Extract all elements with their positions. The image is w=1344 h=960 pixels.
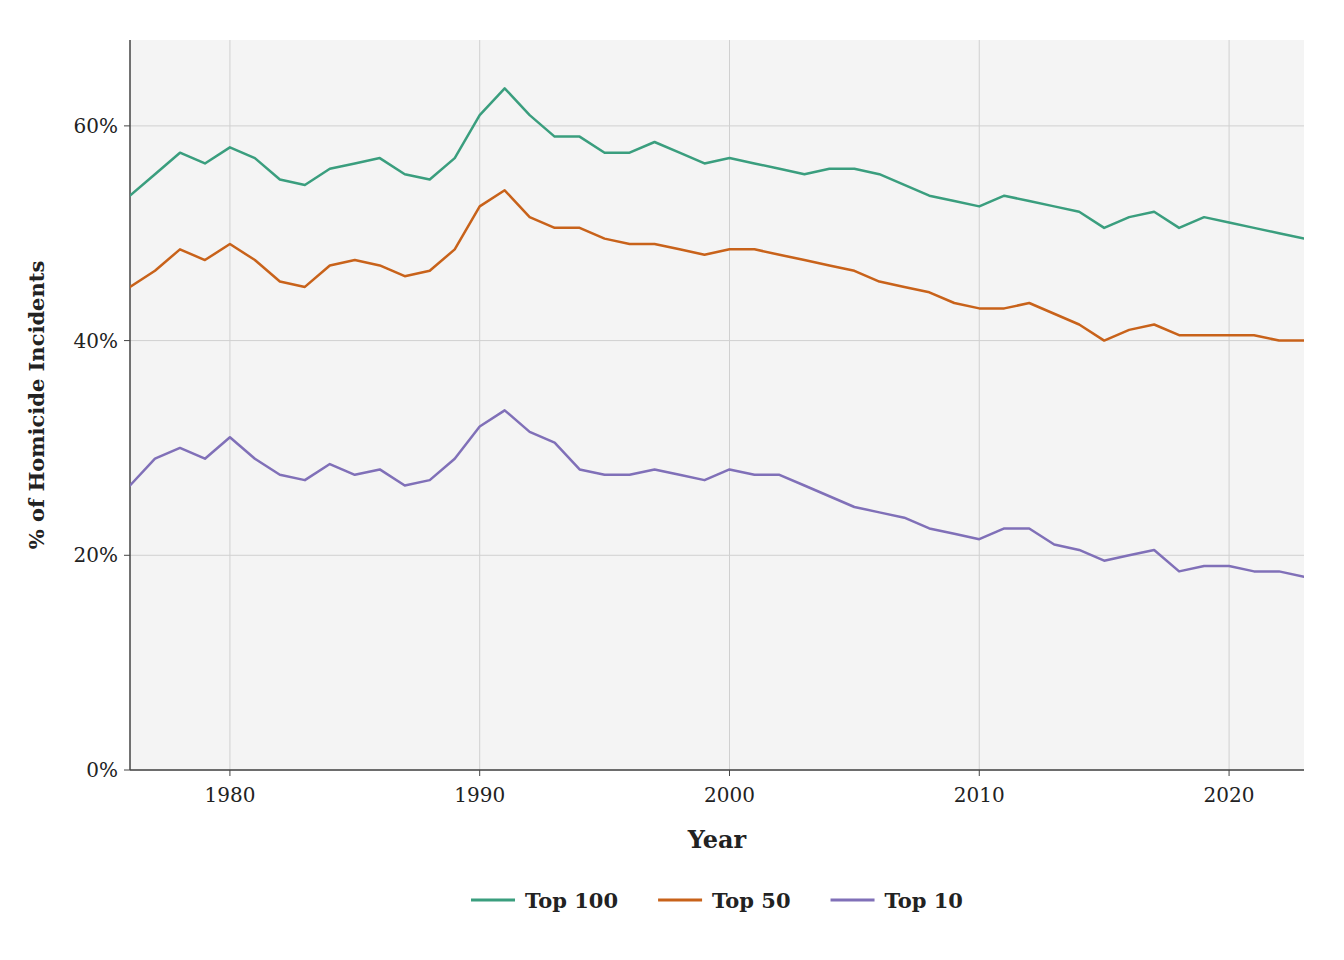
legend-swatch xyxy=(471,899,515,902)
x-grid-line xyxy=(979,40,980,770)
x-tick xyxy=(1229,770,1230,776)
y-tick-label: 60% xyxy=(74,114,118,138)
x-tick-label: 1990 xyxy=(454,783,505,807)
grid xyxy=(130,40,1304,770)
plot-background xyxy=(130,40,1304,770)
x-tick xyxy=(729,770,730,776)
x-axis-line xyxy=(130,769,1304,771)
axes: 0% 20% 40% 60% 1980 1990 2000 2010 2020 xyxy=(74,40,1304,807)
y-grid-line xyxy=(130,770,1304,771)
y-tick-label: 0% xyxy=(86,758,118,782)
x-tick-label: 1980 xyxy=(204,783,255,807)
x-tick-label: 2000 xyxy=(704,783,755,807)
line xyxy=(130,190,1304,340)
legend-item: Top 50 xyxy=(658,888,790,913)
legend: Top 100 Top 50 Top 10 xyxy=(471,888,963,913)
y-tick xyxy=(124,340,130,341)
line xyxy=(130,88,1304,238)
y-grid-line xyxy=(130,125,1304,126)
legend-label: Top 10 xyxy=(885,888,963,913)
background xyxy=(0,0,1344,960)
legend-label: Top 50 xyxy=(712,888,790,913)
chart: 0% 20% 40% 60% 1980 1990 2000 2010 2020 Year % of … xyxy=(0,0,1344,960)
series-lines xyxy=(130,88,1304,576)
legend-swatch xyxy=(831,899,875,902)
legend-swatch xyxy=(658,899,702,902)
y-tick xyxy=(124,770,130,771)
line xyxy=(130,410,1304,576)
x-tick xyxy=(229,770,230,776)
y-axis-label: % of Homicide Incidents xyxy=(24,261,49,549)
x-grid-line xyxy=(479,40,480,770)
y-axis-line xyxy=(129,40,131,770)
x-grid-line xyxy=(229,40,230,770)
plot-area xyxy=(130,40,1304,770)
y-tick xyxy=(124,125,130,126)
y-grid-line xyxy=(130,340,1304,341)
x-grid-line xyxy=(1229,40,1230,770)
x-tick xyxy=(479,770,480,776)
legend-item: Top 10 xyxy=(831,888,963,913)
legend-label: Top 100 xyxy=(525,888,618,913)
x-tick xyxy=(979,770,980,776)
y-tick-label: 20% xyxy=(74,543,118,567)
y-tick xyxy=(124,555,130,556)
x-axis-label: Year xyxy=(687,825,747,854)
y-tick-label: 40% xyxy=(74,329,118,353)
x-tick-label: 2020 xyxy=(1204,783,1255,807)
x-tick-label: 2010 xyxy=(954,783,1005,807)
legend-item: Top 100 xyxy=(471,888,618,913)
x-grid-line xyxy=(729,40,730,770)
